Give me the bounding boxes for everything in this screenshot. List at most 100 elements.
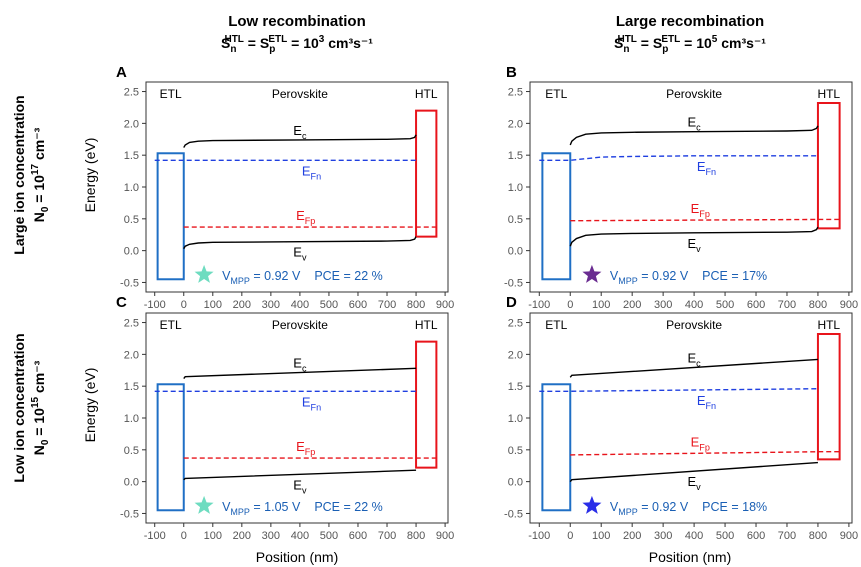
efp-line [570,451,840,456]
y-tick-label: 2.5 [124,318,139,330]
y-tick-label: 0.5 [124,445,139,457]
column-header-large: Large recombination SnHTL = SpETL = 105 … [614,13,766,55]
x-tick-label: 400 [685,530,703,542]
htl-box [816,333,841,461]
panel-letter: C [116,294,127,311]
row-n0-low-ion: N0 = 1015 cm⁻³ [30,360,51,455]
x-tick-label: 900 [436,299,454,311]
plot-frame [145,81,449,293]
x-tick-label: 100 [204,299,222,311]
panel-a: A -0.5 0.0 0.5 1.0 1.5 2.0 2.5 -100 0 100 200 300 400… [116,64,454,311]
y-tick-label: 1.5 [508,381,523,393]
y-tick-label: 0.0 [124,477,139,489]
y-tick-label: 0.5 [508,445,523,457]
x-tick-label: 900 [436,530,454,542]
ec-line [569,125,819,146]
efn-line [539,388,818,392]
plot-frame [529,312,853,524]
x-tick-label: -100 [528,299,550,311]
x-tick-label: 0 [181,530,187,542]
etl-label: ETL [545,318,567,332]
panel-letter: D [506,294,517,311]
x-tick-label: 200 [233,299,251,311]
x-tick-label: -100 [528,530,550,542]
ev-label: Ev [687,236,701,254]
x-tick-label: 700 [778,530,796,542]
efp-label: EFp [296,208,315,226]
x-tick-label: 300 [262,530,280,542]
ev-label: Ev [687,474,701,492]
x-tick-label: 800 [809,530,827,542]
ec-label: Ec [687,115,701,133]
x-tick-label: 0 [567,299,573,311]
htl-box [415,340,438,469]
etl-box [541,383,572,512]
column-header-low: Low recombination SnHTL = SpETL = 103 cm… [221,13,373,55]
column-formula-low: SnHTL = SpETL = 103 cm³s⁻¹ [221,34,373,55]
x-tick-label: 800 [407,299,425,311]
etl-box [156,383,185,512]
vmpp-pce-annotation: VMPP = 1.05 V PCE = 22 % [222,500,383,517]
performance-star-icon [582,264,602,283]
y-tick-label: 0.0 [124,246,139,258]
y-tick-label: 0.0 [508,246,523,258]
htl-label: HTL [817,318,840,332]
x-tick-label: 200 [233,530,251,542]
x-tick-label: -100 [144,530,166,542]
x-tick-label: 600 [747,299,765,311]
x-axis-label-left: Position (nm) [256,549,338,565]
ev-line [183,236,417,250]
y-tick-label: 1.0 [124,413,139,425]
y-tick-label: 2.5 [124,87,139,99]
x-tick-label: 500 [716,299,734,311]
y-axis-label-top: Energy (eV) [82,138,98,213]
htl-label: HTL [817,87,840,101]
performance-star-icon [194,264,214,283]
ev-label: Ev [293,477,307,495]
x-tick-label: 600 [349,530,367,542]
x-tick-label: 100 [592,299,610,311]
y-tick-label: 1.5 [124,381,139,393]
x-tick-label: 0 [567,530,573,542]
y-tick-label: 2.5 [508,87,523,99]
y-tick-label: -0.5 [504,508,523,520]
ec-label: Ec [687,350,701,368]
efp-label: EFp [691,434,710,452]
htl-box [816,102,841,230]
y-tick-label: -0.5 [120,508,139,520]
x-tick-label: 600 [349,299,367,311]
efn-label: EFn [302,394,321,412]
efn-label: EFn [697,159,716,177]
ec-line [183,367,417,379]
ev-label: Ev [293,245,307,263]
y-tick-label: 2.0 [124,349,139,361]
y-tick-label: 1.0 [508,182,523,194]
row-header-large-ion: Large ion concentration N0 = 1017 cm⁻³ [11,95,51,254]
y-tick-label: -0.5 [504,277,523,289]
ev-line [569,461,818,483]
vmpp-pce-annotation: VMPP = 0.92 V PCE = 18% [610,500,767,517]
row-n0-large-ion: N0 = 1017 cm⁻³ [30,127,51,222]
y-tick-label: 0.0 [508,477,523,489]
htl-box [415,109,438,238]
etl-label: ETL [160,87,182,101]
x-tick-label: 500 [320,299,338,311]
x-tick-label: 0 [181,299,187,311]
perovskite-label: Perovskite [272,318,328,332]
performance-star-icon [582,495,602,514]
x-tick-label: 400 [291,299,309,311]
y-tick-label: 1.5 [124,150,139,162]
x-tick-label: 100 [204,530,222,542]
perovskite-label: Perovskite [666,87,722,101]
efn-label: EFn [697,393,716,411]
etl-box [156,152,185,281]
x-tick-label: 700 [778,299,796,311]
x-tick-label: 900 [840,299,858,311]
htl-label: HTL [415,318,438,332]
column-title-large: Large recombination [616,13,764,30]
row-title-low-ion: Low ion concentration [11,333,27,482]
etl-label: ETL [545,87,567,101]
ec-line [569,358,818,378]
x-tick-label: 700 [378,530,396,542]
efn-line [539,155,818,161]
